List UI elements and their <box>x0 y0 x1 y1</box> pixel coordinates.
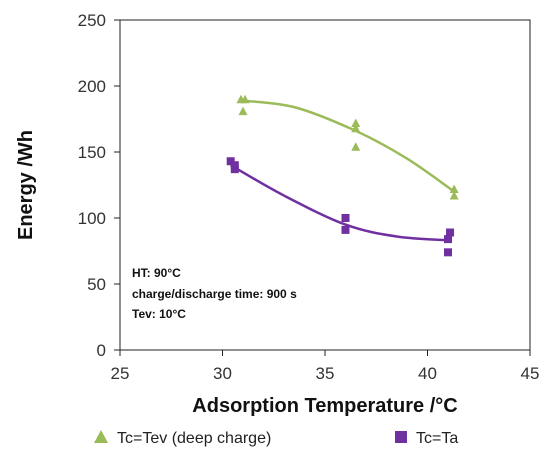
x-axis-ticks: 25 30 35 40 45 <box>111 350 540 383</box>
x-tick-label: 40 <box>418 364 437 383</box>
square-point <box>446 228 455 237</box>
annotation-box: HT: 90°C charge/discharge time: 900 s Te… <box>132 266 297 321</box>
legend-label-tc-ta: Tc=Ta <box>416 430 458 447</box>
square-point <box>341 214 350 222</box>
y-tick-label: 0 <box>97 341 106 360</box>
annotation-ht: HT: 90°C <box>132 266 181 280</box>
x-axis-title: Adsorption Temperature /°C <box>192 395 457 417</box>
triangle-point <box>351 118 361 127</box>
x-tick-label: 30 <box>213 364 232 383</box>
annotation-charge-time: charge/discharge time: 900 s <box>132 287 297 301</box>
y-tick-label: 100 <box>78 209 106 228</box>
trend-line-series-1 <box>230 164 451 242</box>
y-tick-label: 250 <box>78 11 106 30</box>
square-point <box>444 235 452 244</box>
legend-label-deep-charge: Tc=Tev (deep charge) <box>117 430 271 447</box>
triangle-point <box>351 123 361 133</box>
square-point <box>230 165 239 174</box>
legend: Tc=Tev (deep charge) Tc=Ta <box>94 430 458 447</box>
y-axis-ticks: 0 50 100 150 200 250 <box>78 11 120 360</box>
triangle-point <box>351 142 361 151</box>
data-points <box>226 94 459 257</box>
triangle-point <box>238 106 248 116</box>
triangle-point <box>449 191 459 200</box>
y-tick-label: 200 <box>78 77 106 96</box>
x-tick-label: 45 <box>521 364 540 383</box>
y-tick-label: 50 <box>87 275 106 294</box>
y-tick-label: 150 <box>78 143 106 162</box>
square-point <box>226 157 235 166</box>
legend-triangle-marker <box>94 430 108 443</box>
y-axis-title: Energy /Wh <box>15 130 37 240</box>
trend-line-series-0 <box>240 99 455 193</box>
square-point <box>341 225 350 234</box>
triangle-point <box>240 94 250 104</box>
triangle-point <box>449 184 459 193</box>
x-tick-label: 35 <box>316 364 335 383</box>
annotation-tev: Tev: 10°C <box>132 307 186 321</box>
square-point <box>444 248 452 257</box>
legend-square-marker <box>395 431 407 443</box>
x-tick-label: 25 <box>111 364 130 383</box>
